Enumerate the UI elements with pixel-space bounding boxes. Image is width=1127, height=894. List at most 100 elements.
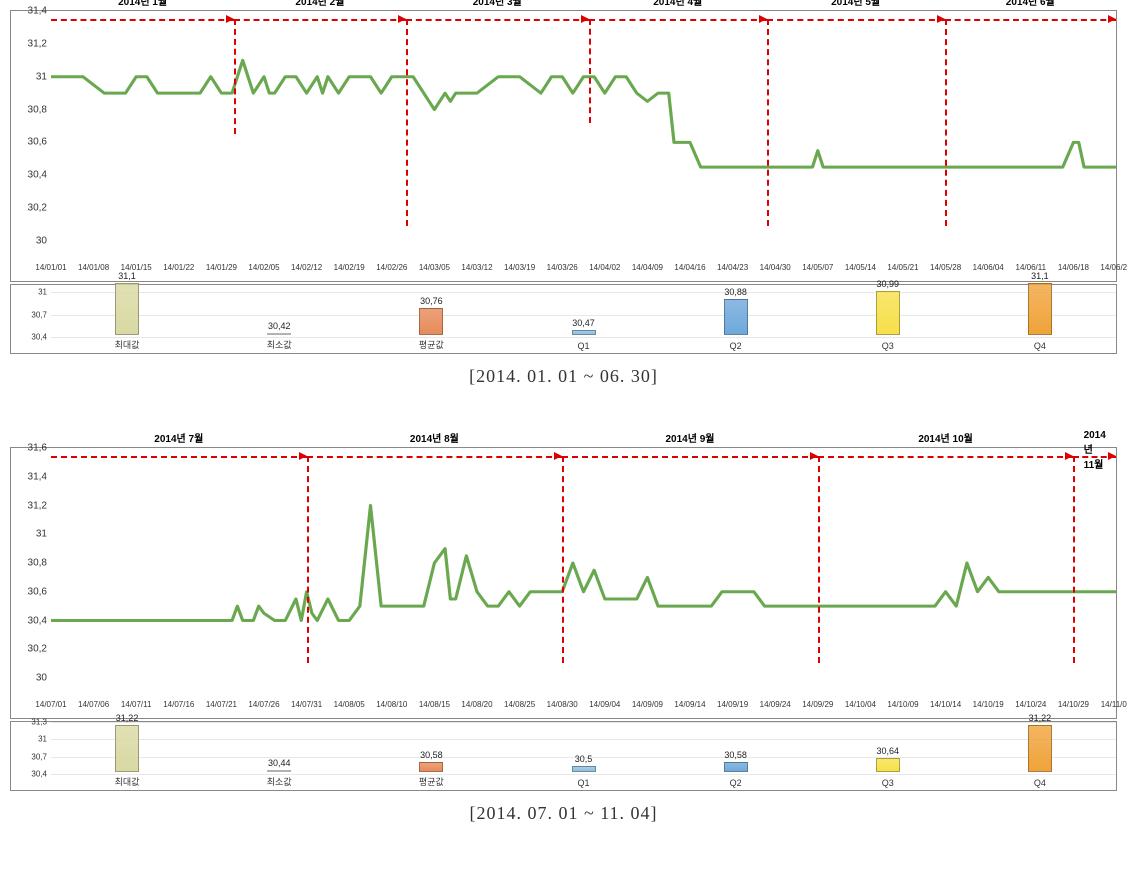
month-arrow-horizontal: [589, 19, 767, 21]
x-tick: 14/07/21: [206, 700, 237, 709]
y-tick: 30,8: [11, 104, 47, 115]
month-arrow-horizontal: [767, 19, 945, 21]
stats-bar-label: Q4: [1034, 778, 1046, 788]
month-label: 2014년 6월: [1006, 0, 1055, 8]
month-arrow-vertical: [945, 19, 947, 226]
stats-bar-value: 30,64: [877, 746, 900, 756]
stats-bar: [1028, 283, 1052, 335]
x-tick: 14/06/04: [973, 263, 1004, 272]
month-arrow-vertical: [767, 19, 769, 226]
stats-bar-value: 30,58: [420, 750, 443, 760]
stats-bar-label: Q1: [577, 341, 589, 351]
x-tick: 14/04/23: [717, 263, 748, 272]
arrow-head-icon: [937, 15, 945, 23]
x-tick: 14/05/21: [887, 263, 918, 272]
stats-bar-chart: 30,430,73131,331,22최대값30,44최소값30,58평균값30…: [10, 721, 1117, 791]
y-tick: 30,2: [11, 203, 47, 214]
y-tick: 31,2: [11, 38, 47, 49]
month-label: 2014년 11월: [1084, 430, 1106, 471]
month-label: 2014년 4월: [653, 0, 702, 8]
arrow-head-icon: [398, 15, 406, 23]
stats-bar-value: 31,1: [1031, 271, 1049, 281]
month-arrow-vertical: [406, 19, 408, 226]
stats-bar-value: 30,42: [268, 321, 291, 331]
stats-bar-label: Q2: [730, 778, 742, 788]
x-tick: 14/06/25: [1100, 263, 1127, 272]
x-tick: 14/05/07: [802, 263, 833, 272]
stats-bar: [267, 333, 291, 335]
x-tick: 14/02/05: [248, 263, 279, 272]
stats-bar: [115, 283, 139, 335]
chart-caption: [2014. 01. 01 ~ 06. 30]: [10, 366, 1117, 387]
stats-bar: [267, 770, 291, 772]
stats-bar-label: Q4: [1034, 341, 1046, 351]
y-tick: 31,4: [11, 471, 47, 482]
stats-bar-label: 평균값: [419, 775, 444, 788]
x-tick: 14/01/08: [78, 263, 109, 272]
x-tick: 14/09/19: [717, 700, 748, 709]
month-arrow-horizontal: [51, 456, 307, 458]
x-tick: 14/09/29: [802, 700, 833, 709]
stats-bar-label: 최소값: [267, 775, 292, 788]
month-arrow-horizontal: [818, 456, 1074, 458]
stats-bar: [419, 762, 443, 772]
x-tick: 14/08/30: [547, 700, 578, 709]
stats-y-tick: 31,3: [11, 718, 47, 727]
x-tick: 14/07/01: [35, 700, 66, 709]
y-tick: 31,6: [11, 443, 47, 454]
stats-bar: [724, 299, 748, 335]
x-tick: 14/07/06: [78, 700, 109, 709]
x-tick: 14/04/09: [632, 263, 663, 272]
month-label: 2014년 8월: [410, 430, 459, 445]
y-tick: 30,4: [11, 615, 47, 626]
stats-bar-value: 30,5: [575, 754, 593, 764]
x-tick: 14/07/26: [248, 700, 279, 709]
x-tick: 14/01/01: [35, 263, 66, 272]
x-tick: 14/02/12: [291, 263, 322, 272]
stats-y-tick: 30,4: [11, 770, 47, 779]
stats-bar-value: 31,1: [118, 271, 136, 281]
stats-bar-value: 30,58: [724, 750, 747, 760]
y-tick: 31: [11, 529, 47, 540]
x-tick: 14/08/20: [461, 700, 492, 709]
y-tick: 30: [11, 236, 47, 247]
stats-y-tick: 31: [11, 735, 47, 744]
x-tick: 14/10/09: [887, 700, 918, 709]
stats-bar-value: 30,76: [420, 296, 443, 306]
month-arrow-vertical: [562, 456, 564, 663]
stats-bar-value: 30,99: [877, 279, 900, 289]
month-arrow-vertical: [1073, 456, 1075, 663]
stats-bar-value: 30,44: [268, 758, 291, 768]
x-tick: 14/10/29: [1058, 700, 1089, 709]
stats-y-tick: 30,4: [11, 333, 47, 342]
month-arrow-horizontal: [307, 456, 563, 458]
y-tick: 31: [11, 71, 47, 82]
month-label: 2014년 5월: [831, 0, 880, 8]
stats-bar-label: 최대값: [115, 338, 140, 351]
x-tick: 14/07/16: [163, 700, 194, 709]
stats-bar: [876, 758, 900, 772]
x-tick: 14/09/04: [589, 700, 620, 709]
arrow-head-icon: [1108, 452, 1116, 460]
month-arrow-horizontal: [945, 19, 1116, 21]
x-tick: 14/04/02: [589, 263, 620, 272]
line-path-svg: [51, 11, 1116, 241]
x-tick: 14/07/11: [121, 700, 152, 709]
stats-bar-label: Q3: [882, 778, 894, 788]
stats-bar-value: 31,22: [1029, 713, 1052, 723]
month-label: 2014년 9월: [666, 430, 715, 445]
y-tick: 31,4: [11, 6, 47, 17]
arrow-head-icon: [554, 452, 562, 460]
x-tick: 14/10/14: [930, 700, 961, 709]
stats-bar-value: 31,22: [116, 713, 139, 723]
arrow-head-icon: [1108, 15, 1116, 23]
x-tick: 14/09/09: [632, 700, 663, 709]
y-tick: 30,2: [11, 644, 47, 655]
stats-bar-chart: 30,430,73131,1최대값30,42최소값30,76평균값30,47Q1…: [10, 284, 1117, 354]
month-arrow-horizontal: [406, 19, 589, 21]
arrow-head-icon: [581, 15, 589, 23]
y-tick: 31,2: [11, 500, 47, 511]
x-tick: 14/10/19: [973, 700, 1004, 709]
x-tick: 14/04/16: [674, 263, 705, 272]
stats-y-tick: 30,7: [11, 752, 47, 761]
